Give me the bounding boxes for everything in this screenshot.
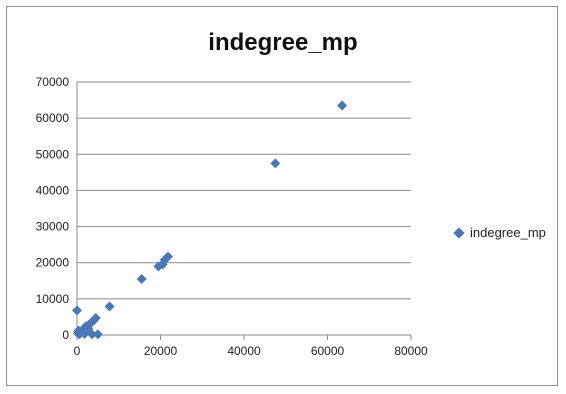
y-tick-label: 50000 [36,147,70,161]
data-point [90,313,101,324]
x-tick-label: 0 [74,344,81,358]
chart-frame: indegree_mp 0 10000 20000 30000 40000 50000 60… [6,6,558,386]
data-point [337,100,348,111]
y-tick-label: 0 [62,328,69,342]
y-tick-label: 70000 [36,75,70,89]
chart-title: indegree_mp [208,29,358,56]
scatter-plot: 0 10000 20000 30000 40000 50000 60000 70000 0 200… [36,75,428,358]
data-point [104,301,115,312]
legend-label: indegree_mp [470,225,546,240]
y-tick-label: 10000 [36,292,70,306]
data-point [87,329,98,340]
legend: indegree_mp [453,225,546,240]
y-tick-label: 40000 [36,183,70,197]
data-point [92,329,103,340]
x-tick-label: 20000 [144,344,178,358]
x-tick-label: 80000 [394,344,428,358]
y-tick-label: 30000 [36,220,70,234]
data-point [153,261,164,272]
data-point [136,273,147,284]
y-tick-label: 20000 [36,256,70,270]
data-point [163,251,174,262]
data-point [72,305,82,316]
legend-marker-icon [453,226,465,239]
x-tick-label: 60000 [311,344,345,358]
data-point [270,158,281,169]
x-tick-label: 40000 [227,344,261,358]
y-tick-label: 60000 [36,111,70,125]
